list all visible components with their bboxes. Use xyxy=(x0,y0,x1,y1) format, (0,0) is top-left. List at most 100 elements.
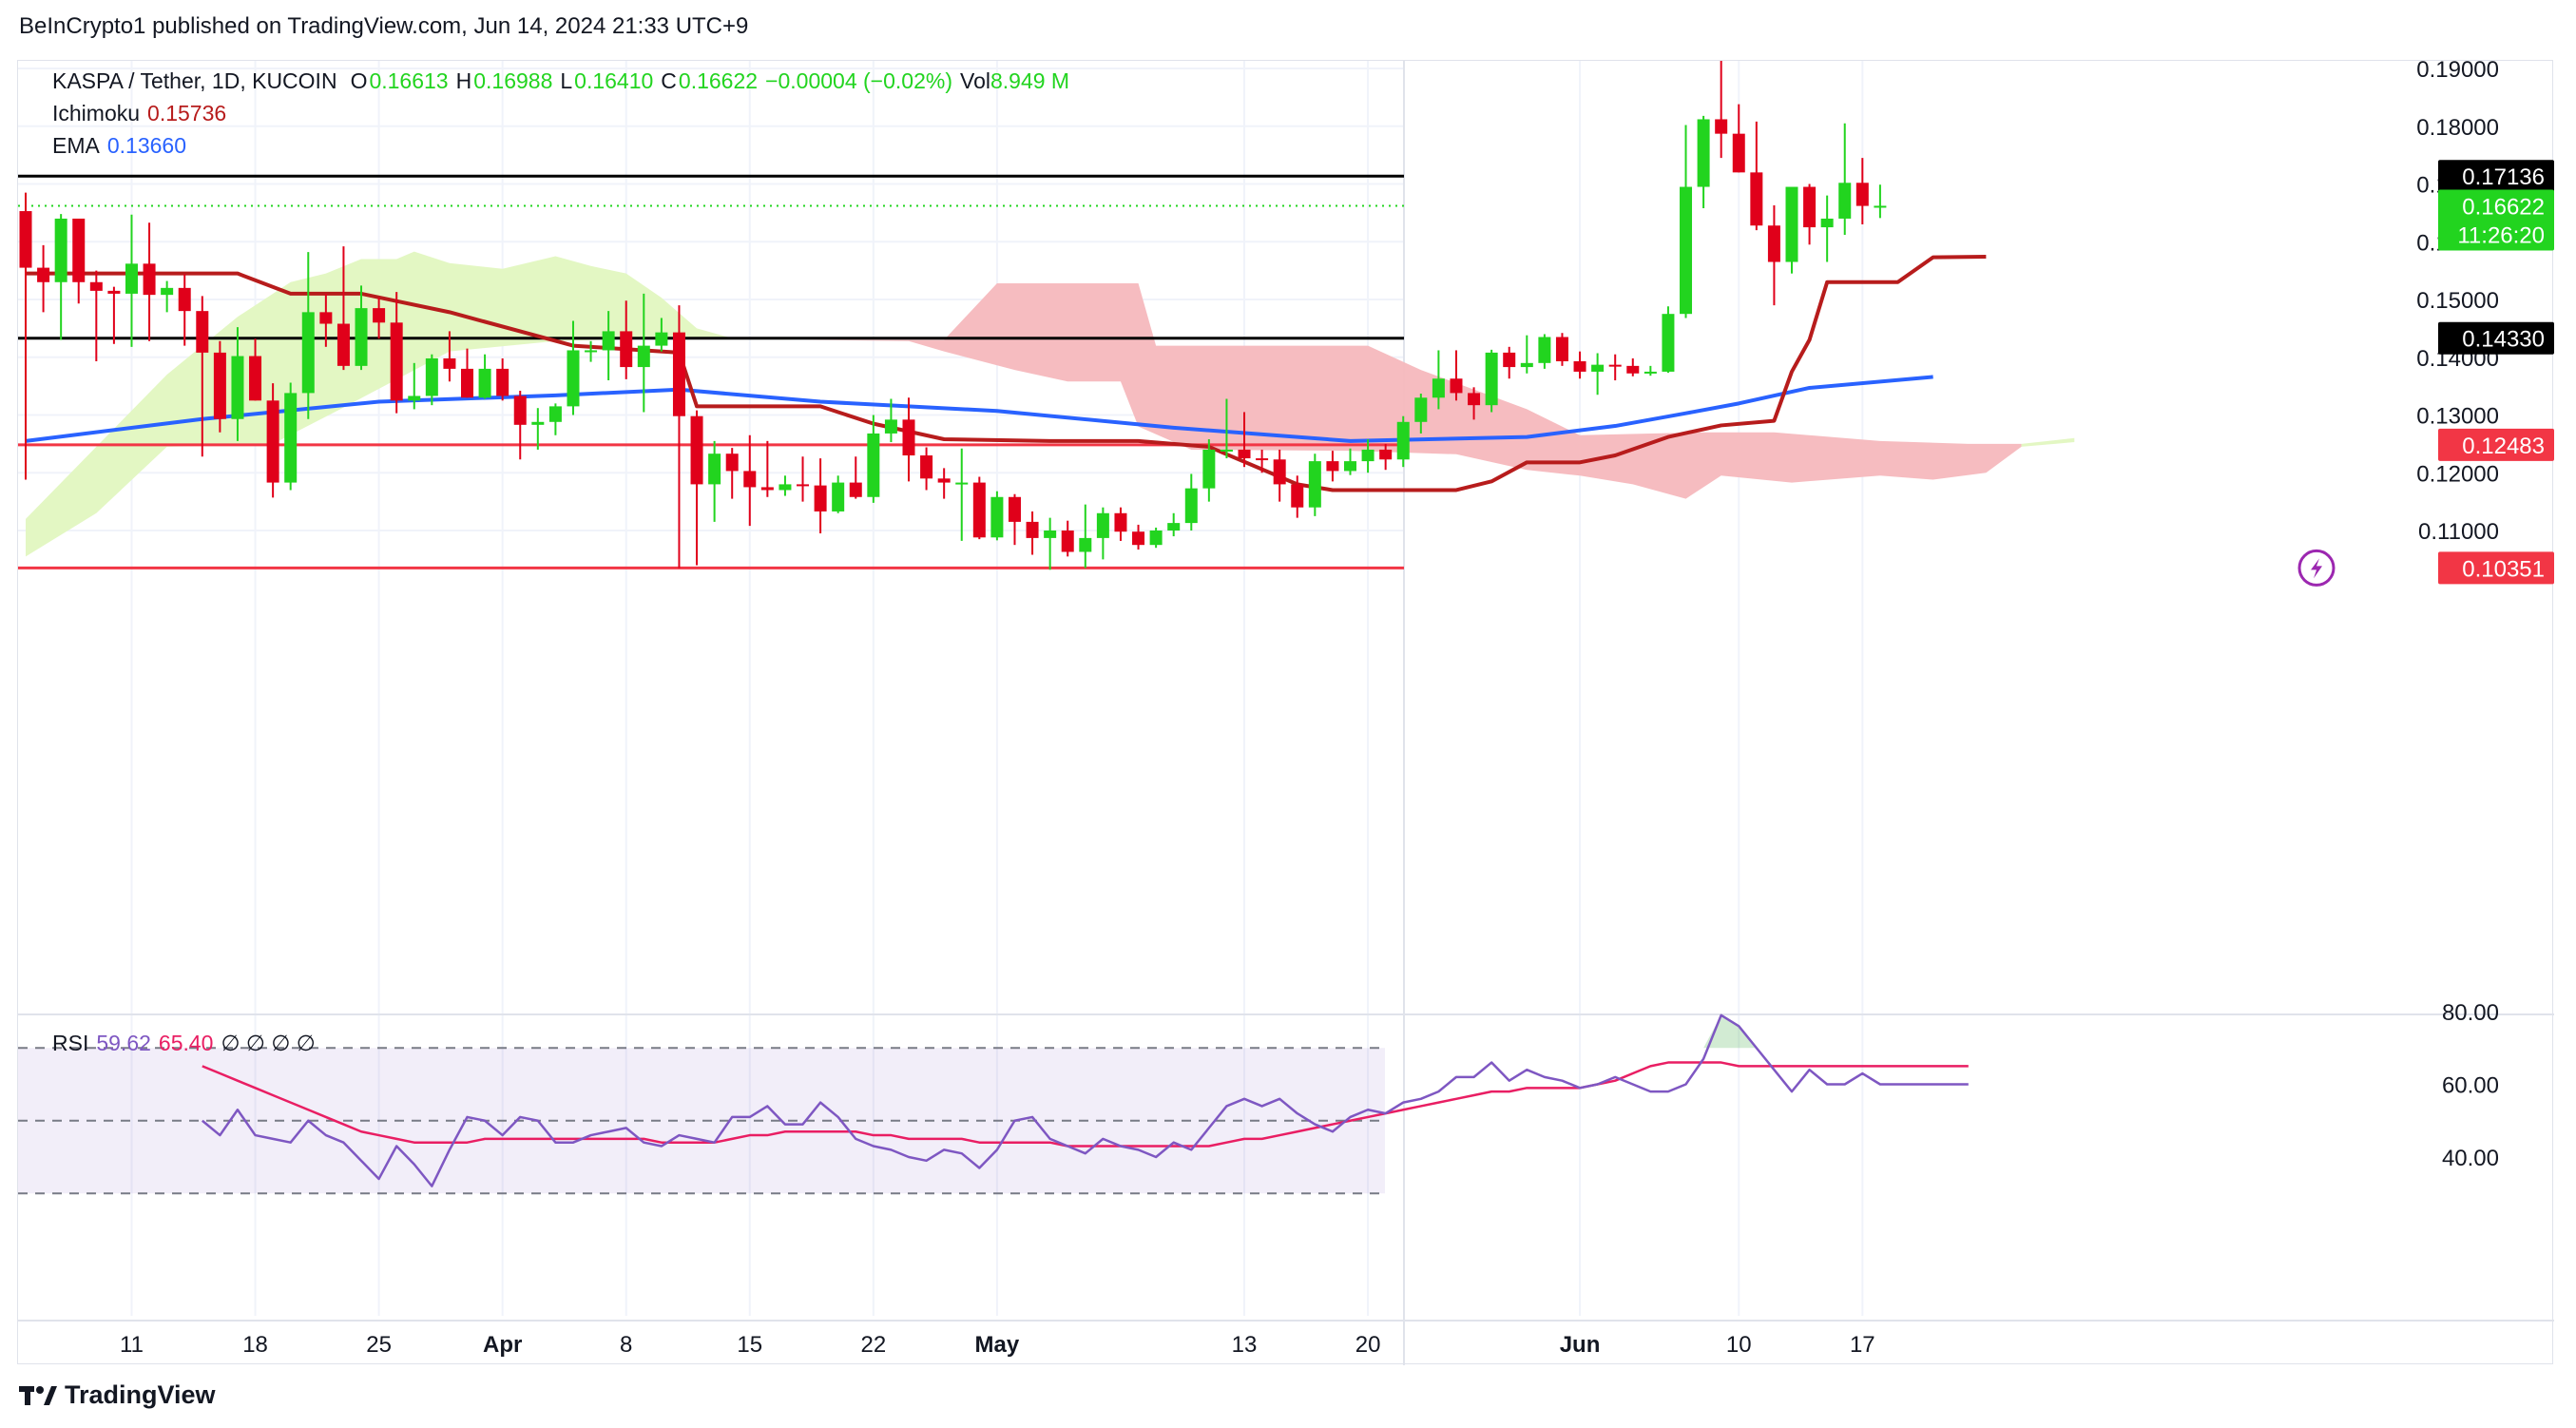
rsi-band-fill xyxy=(18,1048,1385,1194)
candle xyxy=(390,292,403,414)
candle xyxy=(478,354,491,399)
candle-body xyxy=(1785,186,1798,262)
candle-body xyxy=(284,393,298,483)
candle xyxy=(1096,507,1109,560)
candle-body xyxy=(725,453,739,472)
candle xyxy=(1732,104,1745,173)
time-tick-label: 25 xyxy=(366,1332,392,1358)
candle-body xyxy=(797,484,810,487)
candle xyxy=(814,458,827,534)
candle xyxy=(708,440,721,522)
time-tick-label: 11 xyxy=(120,1332,144,1358)
price-tick-label: 0.19000 xyxy=(2416,61,2499,83)
candle-body xyxy=(1291,484,1304,508)
candle-body xyxy=(1061,531,1074,552)
candle xyxy=(637,293,650,413)
candle xyxy=(1450,350,1463,401)
high-value: 0.16988 xyxy=(473,68,553,93)
chart-frame: 0.190000.180000.170000.160000.150000.140… xyxy=(17,60,2554,1365)
candle xyxy=(443,331,456,382)
candle xyxy=(1608,354,1622,381)
candle-body xyxy=(107,290,121,294)
candle xyxy=(1838,123,1852,235)
candle xyxy=(867,415,880,503)
candle xyxy=(602,311,615,381)
candle-body xyxy=(1432,378,1445,398)
candle xyxy=(1820,195,1834,262)
candle xyxy=(1767,204,1780,306)
candle-body xyxy=(1273,459,1286,485)
symbol-name[interactable]: KASPA / Tether, 1D, KUCOIN xyxy=(52,68,337,93)
candle-body xyxy=(249,356,262,401)
level-label-bg xyxy=(2438,160,2554,193)
candle-body xyxy=(1767,225,1780,262)
candle xyxy=(585,340,598,362)
candle xyxy=(355,285,368,371)
candle xyxy=(461,348,473,398)
candle xyxy=(1697,115,1710,209)
candle xyxy=(1662,306,1675,374)
candle-body xyxy=(602,331,615,351)
candle xyxy=(1167,512,1181,537)
candle xyxy=(1344,448,1356,475)
candle-body xyxy=(461,368,473,398)
candle-body xyxy=(390,322,403,401)
level-label: 0.10351 xyxy=(2462,556,2545,582)
candle-body xyxy=(655,332,668,346)
candle-body xyxy=(1626,365,1640,374)
candle-body xyxy=(1114,512,1127,532)
ema-value: 0.13660 xyxy=(106,133,186,158)
candle xyxy=(849,456,862,499)
rsi-label[interactable]: RSI xyxy=(52,1031,89,1055)
candle-body xyxy=(867,433,880,497)
level-label: 0.17136 xyxy=(2462,164,2545,190)
candle xyxy=(196,296,209,457)
ichimoku-legend: Ichimoku 0.15736 xyxy=(52,101,234,126)
alert-icon[interactable] xyxy=(2297,549,2336,587)
candle-body xyxy=(1715,119,1728,134)
chart-svg[interactable]: 0.190000.180000.170000.160000.150000.140… xyxy=(18,61,2554,1365)
candle xyxy=(920,447,933,491)
candle xyxy=(1361,439,1375,473)
candle xyxy=(143,222,156,341)
candle-body xyxy=(1379,449,1393,460)
candle xyxy=(690,410,703,566)
candle xyxy=(1326,451,1339,482)
candle-body xyxy=(513,396,527,425)
candle-body xyxy=(1855,183,1869,206)
candle-body xyxy=(408,396,421,401)
candle-body xyxy=(1468,393,1481,406)
low-value: 0.16410 xyxy=(574,68,654,93)
tradingview-logo[interactable]: TradingView xyxy=(19,1380,216,1410)
price-tick-label: 0.12000 xyxy=(2416,461,2499,487)
rsi-overbought-fill xyxy=(1703,1014,1775,1049)
candle-body xyxy=(620,331,633,368)
candle-body xyxy=(143,263,156,296)
candle-body xyxy=(779,484,792,491)
candle-body xyxy=(743,471,757,488)
candle xyxy=(496,357,509,401)
candle-body xyxy=(496,368,509,396)
candle-body xyxy=(1750,172,1763,226)
candle-body xyxy=(548,406,562,422)
level-label-bg xyxy=(2438,428,2554,461)
time-tick-label: 18 xyxy=(242,1332,268,1358)
open-value: 0.16613 xyxy=(369,68,449,93)
candle-body xyxy=(585,350,598,353)
candle-body xyxy=(1680,186,1693,315)
rsi-legend: RSI 59.62 65.40 ∅ ∅ ∅ ∅ xyxy=(52,1031,323,1056)
candle-body xyxy=(1184,488,1198,524)
candle xyxy=(1432,350,1445,410)
time-tick-label: Jun xyxy=(1560,1332,1601,1358)
rsi-tick-label: 60.00 xyxy=(2442,1073,2499,1099)
ichimoku-label[interactable]: Ichimoku xyxy=(52,101,141,125)
candle-body xyxy=(1008,496,1021,522)
candle xyxy=(161,280,174,313)
ema-line xyxy=(25,375,1933,443)
candle xyxy=(249,338,262,401)
candle xyxy=(531,408,545,450)
candle-body xyxy=(814,485,827,511)
candle-body xyxy=(19,211,32,268)
candle xyxy=(125,214,138,347)
ema-label[interactable]: EMA xyxy=(52,133,100,158)
